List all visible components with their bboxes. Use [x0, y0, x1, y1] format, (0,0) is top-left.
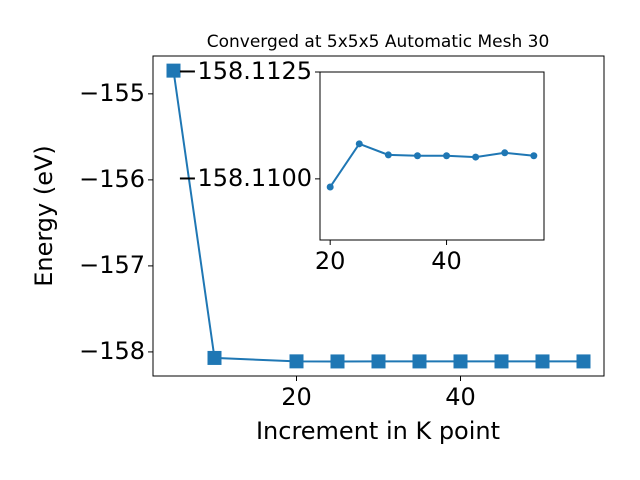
marker	[371, 354, 386, 369]
y-axis-label: Energy (eV)	[30, 145, 58, 287]
marker	[535, 354, 550, 369]
y-tick-label: −158.1100	[177, 164, 312, 192]
marker	[501, 149, 509, 157]
x-tick-label: 40	[431, 247, 462, 275]
y-tick-label: −158.1125	[177, 57, 312, 85]
marker	[326, 183, 334, 191]
y-tick-label: −158	[79, 337, 145, 365]
marker	[289, 354, 304, 369]
marker	[443, 152, 451, 160]
marker	[384, 151, 392, 159]
marker	[530, 152, 538, 160]
marker	[355, 140, 363, 148]
marker	[207, 350, 222, 365]
x-tick-label: 20	[281, 383, 312, 411]
marker	[453, 354, 468, 369]
marker	[412, 354, 427, 369]
y-tick-label: −155	[79, 79, 145, 107]
marker	[413, 152, 421, 160]
chart-title: Converged at 5x5x5 Automatic Mesh 30	[207, 32, 550, 52]
y-tick-label: −157	[79, 251, 145, 279]
marker	[166, 63, 181, 78]
marker	[472, 153, 480, 161]
series-line	[329, 142, 534, 188]
y-tick-label: −156	[79, 165, 145, 193]
x-tick-label: 20	[315, 247, 346, 275]
x-axis-label: Increment in K point	[256, 417, 500, 445]
marker	[576, 354, 591, 369]
x-tick-label: 40	[445, 383, 476, 411]
marker	[494, 354, 509, 369]
series-line	[172, 70, 584, 363]
marker	[330, 354, 345, 369]
